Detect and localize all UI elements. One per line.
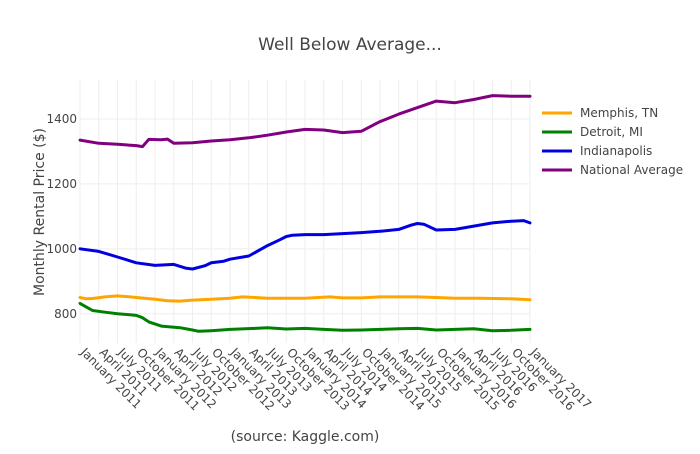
y-tick-labels: 800 1000 1200 1400 [46, 112, 77, 321]
series-line-1 [78, 294, 532, 303]
series-line-3 [78, 219, 532, 271]
series-line-2 [78, 301, 532, 333]
y-tick-label: 1400 [46, 112, 77, 126]
series-lines [78, 94, 532, 333]
legend-label: Detroit, MI [580, 125, 643, 139]
legend-label: Memphis, TN [580, 106, 658, 120]
y-axis-label: Monthly Rental Price ($) [32, 128, 48, 296]
series-line-4 [78, 94, 532, 149]
y-tick-label: 800 [54, 307, 77, 321]
y-tick-label: 1200 [46, 177, 77, 191]
legend-label: National Average [580, 163, 683, 177]
y-tick-label: 1000 [46, 242, 77, 256]
legend: Memphis, TN Detroit, MI Indianapolis Nation… [542, 106, 683, 177]
chart-title: Well Below Average... [258, 35, 442, 55]
x-axis-label: (source: Kaggle.com) [231, 429, 380, 445]
legend-label: Indianapolis [580, 144, 652, 158]
